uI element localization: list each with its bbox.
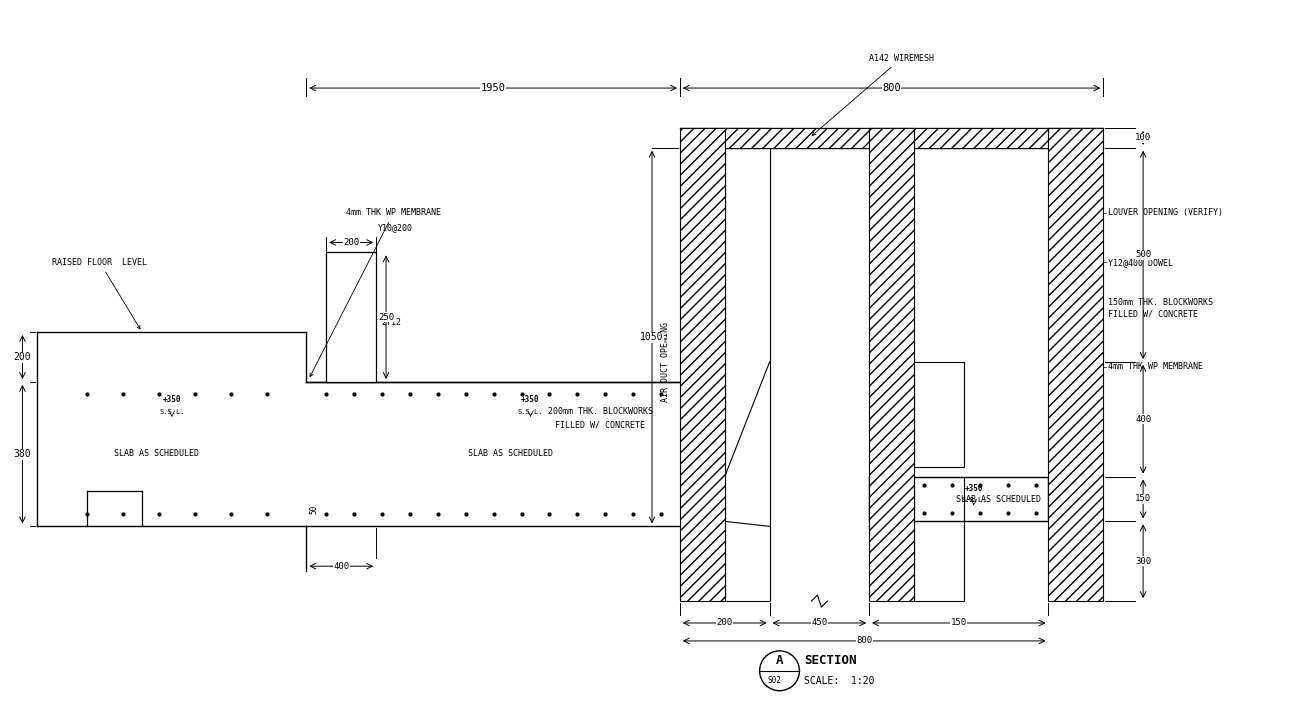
Bar bbox=[1048, 128, 1103, 601]
Text: 800: 800 bbox=[882, 83, 901, 93]
Text: 200mm THK. BLOCKWORKS: 200mm THK. BLOCKWORKS bbox=[548, 407, 652, 417]
Text: S02: S02 bbox=[768, 677, 781, 685]
Text: 4mm THK WP MEMBRANE: 4mm THK WP MEMBRANE bbox=[1109, 362, 1203, 372]
Text: +350: +350 bbox=[163, 396, 181, 404]
Text: S.S.L.: S.S.L. bbox=[961, 497, 986, 503]
Text: SLAB AS SCHEDULED: SLAB AS SCHEDULED bbox=[956, 495, 1041, 504]
Text: 300: 300 bbox=[1135, 557, 1151, 566]
Text: SLAB AS SCHEDULED: SLAB AS SCHEDULED bbox=[468, 449, 554, 458]
Text: 150mm THK. BLOCKWORKS: 150mm THK. BLOCKWORKS bbox=[1109, 297, 1214, 307]
Text: SLAB AS SCHEDULED: SLAB AS SCHEDULED bbox=[114, 449, 200, 458]
Text: SECTION: SECTION bbox=[805, 654, 857, 667]
Text: LOUVER OPENING (VERIFY): LOUVER OPENING (VERIFY) bbox=[1109, 208, 1223, 217]
Text: 100: 100 bbox=[1135, 134, 1151, 142]
Bar bbox=[680, 128, 725, 601]
Text: 400: 400 bbox=[1135, 414, 1151, 424]
Text: 450: 450 bbox=[811, 619, 827, 627]
Text: 4mm THK WP MEMBRANE: 4mm THK WP MEMBRANE bbox=[310, 208, 442, 377]
Text: AIR DUCT OPENING: AIR DUCT OPENING bbox=[661, 322, 671, 402]
Text: S.S.L.: S.S.L. bbox=[518, 409, 543, 415]
Text: +350: +350 bbox=[964, 484, 984, 493]
Text: 1050: 1050 bbox=[640, 332, 664, 342]
Text: Y12@400 DOWEL: Y12@400 DOWEL bbox=[1109, 258, 1173, 267]
Text: 150: 150 bbox=[951, 619, 967, 627]
Bar bbox=[326, 253, 376, 382]
Text: 200: 200 bbox=[343, 238, 359, 247]
Text: 1950: 1950 bbox=[481, 83, 506, 93]
Text: 200: 200 bbox=[717, 619, 732, 627]
Bar bbox=[914, 362, 964, 466]
Bar bbox=[680, 128, 1103, 148]
Text: 250: 250 bbox=[377, 313, 394, 322]
Text: +350: +350 bbox=[521, 396, 539, 404]
Text: A: A bbox=[776, 654, 784, 667]
Text: 200: 200 bbox=[13, 352, 32, 362]
Bar bbox=[725, 128, 769, 601]
Text: A142 WIREMESH: A142 WIREMESH bbox=[813, 53, 934, 136]
Text: Y10@200: Y10@200 bbox=[379, 223, 413, 232]
Text: S.S.L.: S.S.L. bbox=[159, 409, 184, 415]
Text: FILLED W/ CONCRETE: FILLED W/ CONCRETE bbox=[1109, 310, 1198, 318]
Text: 400: 400 bbox=[333, 562, 350, 570]
Text: FILLED W/ CONCRETE: FILLED W/ CONCRETE bbox=[555, 420, 646, 430]
Text: 380: 380 bbox=[13, 449, 32, 459]
Text: RAISED FLOOR  LEVEL: RAISED FLOOR LEVEL bbox=[53, 258, 147, 329]
Text: SCALE:  1:20: SCALE: 1:20 bbox=[805, 676, 874, 686]
Text: 50: 50 bbox=[310, 505, 318, 514]
Text: 500: 500 bbox=[1135, 251, 1151, 259]
Text: 150: 150 bbox=[1135, 495, 1151, 503]
Bar bbox=[914, 477, 964, 601]
Text: 800: 800 bbox=[856, 636, 872, 645]
Text: 2Y12: 2Y12 bbox=[381, 318, 401, 326]
Bar bbox=[869, 128, 914, 601]
